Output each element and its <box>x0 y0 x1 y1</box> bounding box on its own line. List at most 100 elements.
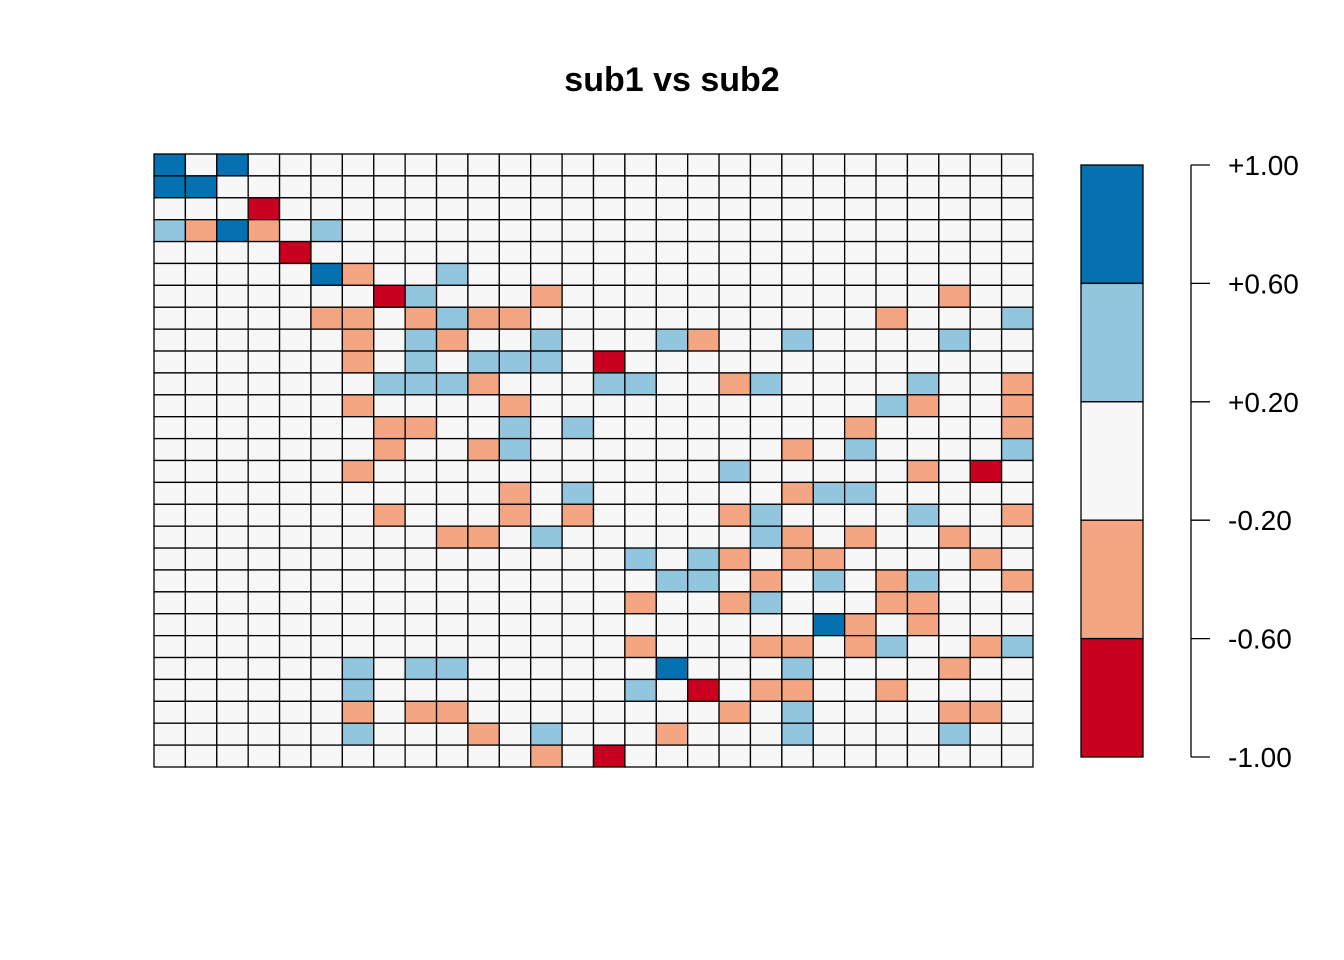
heatmap-cell <box>592 197 626 221</box>
heatmap-cell <box>498 175 532 199</box>
heatmap-cell <box>373 437 406 462</box>
heatmap-cell <box>310 613 343 637</box>
heatmap-cell <box>1000 700 1034 724</box>
heatmap-cell <box>655 744 689 768</box>
heatmap-cell <box>467 722 500 746</box>
heatmap-cell <box>655 481 689 505</box>
heatmap-cell <box>278 656 312 681</box>
heatmap-cell <box>655 700 689 724</box>
heatmap-cell <box>781 503 814 527</box>
color-legend: +1.00 +0.60 +0.20 -0.20 -0.60 -1.00 <box>1080 150 1299 773</box>
heatmap-cell <box>781 700 814 724</box>
heatmap-cell <box>153 569 187 593</box>
heatmap-cell <box>216 437 249 462</box>
heatmap-cell <box>404 416 438 440</box>
heatmap-cell <box>749 634 783 659</box>
legend-color-bin <box>1080 637 1144 758</box>
heatmap-cell <box>781 744 814 768</box>
heatmap-cell <box>341 416 375 440</box>
heatmap-cell <box>906 700 940 724</box>
heatmap-cell <box>624 197 657 221</box>
heatmap-cell <box>435 613 469 637</box>
heatmap-cell <box>310 722 343 746</box>
heatmap-cell <box>906 284 940 308</box>
heatmap-cell <box>435 503 469 527</box>
heatmap-cell <box>938 219 971 243</box>
heatmap-cell <box>718 503 752 527</box>
heatmap-cell <box>687 416 720 440</box>
heatmap-cells <box>153 153 1034 768</box>
heatmap-cell <box>498 459 532 484</box>
heatmap-cell <box>749 459 783 484</box>
heatmap-cell <box>655 262 689 286</box>
heatmap-cell <box>624 328 657 352</box>
heatmap-cell <box>373 350 406 374</box>
heatmap-cell <box>1000 613 1034 637</box>
heatmap-cell <box>404 591 438 615</box>
heatmap-cell <box>153 656 187 681</box>
heatmap-cell <box>373 503 406 527</box>
heatmap-cell <box>812 372 846 396</box>
legend-tick-label: -0.20 <box>1228 505 1292 536</box>
heatmap-cell <box>1000 372 1034 396</box>
heatmap-cell <box>592 525 626 549</box>
heatmap-cell <box>216 744 249 768</box>
heatmap-cell <box>969 372 1003 396</box>
heatmap-cell <box>373 744 406 768</box>
heatmap-cell <box>404 350 438 374</box>
heatmap-cell <box>655 591 689 615</box>
heatmap-cell <box>938 525 971 549</box>
heatmap-cell <box>247 481 281 505</box>
heatmap-cell <box>247 372 281 396</box>
heatmap-cell <box>435 459 469 484</box>
heatmap-cell <box>561 744 595 768</box>
heatmap-cell <box>938 306 971 330</box>
heatmap-cell <box>655 547 689 571</box>
heatmap-cell <box>812 306 846 330</box>
heatmap-cell <box>498 656 532 681</box>
heatmap-cell <box>247 284 281 308</box>
heatmap-cell <box>655 394 689 418</box>
heatmap-cell <box>906 262 940 286</box>
heatmap-cell <box>687 722 720 746</box>
heatmap-cell <box>875 372 909 396</box>
heatmap-cell <box>373 459 406 484</box>
heatmap-cell <box>655 459 689 484</box>
heatmap-cell <box>247 240 281 265</box>
heatmap-cell <box>843 240 877 265</box>
heatmap-cell <box>341 262 375 286</box>
heatmap-cell <box>341 219 375 243</box>
heatmap-cell <box>592 744 626 768</box>
heatmap-cell <box>906 722 940 746</box>
heatmap-cell <box>153 372 187 396</box>
heatmap-cell <box>969 700 1003 724</box>
heatmap-cell <box>624 591 657 615</box>
heatmap-cell <box>373 372 406 396</box>
heatmap-cell <box>592 437 626 462</box>
heatmap-cell <box>687 634 720 659</box>
heatmap-cell <box>749 394 783 418</box>
heatmap-cell <box>184 240 218 265</box>
heatmap-cell <box>906 153 940 177</box>
heatmap-cell <box>184 394 218 418</box>
heatmap-cell <box>435 284 469 308</box>
heatmap-cell <box>938 240 971 265</box>
heatmap-cell <box>1000 284 1034 308</box>
heatmap-cell <box>906 306 940 330</box>
heatmap-cell <box>592 547 626 571</box>
heatmap-cell <box>969 722 1003 746</box>
heatmap-cell <box>435 569 469 593</box>
heatmap-cell <box>467 284 500 308</box>
heatmap-cell <box>812 328 846 352</box>
heatmap-cell <box>153 481 187 505</box>
heatmap-cell <box>812 678 846 702</box>
heatmap-cell <box>906 744 940 768</box>
heatmap-cell <box>341 613 375 637</box>
heatmap-cell <box>278 197 312 221</box>
heatmap-cell <box>875 744 909 768</box>
heatmap-cell <box>812 197 846 221</box>
heatmap-cell <box>781 240 814 265</box>
heatmap-cell <box>341 197 375 221</box>
heatmap-cell <box>153 437 187 462</box>
heatmap-cell <box>310 372 343 396</box>
